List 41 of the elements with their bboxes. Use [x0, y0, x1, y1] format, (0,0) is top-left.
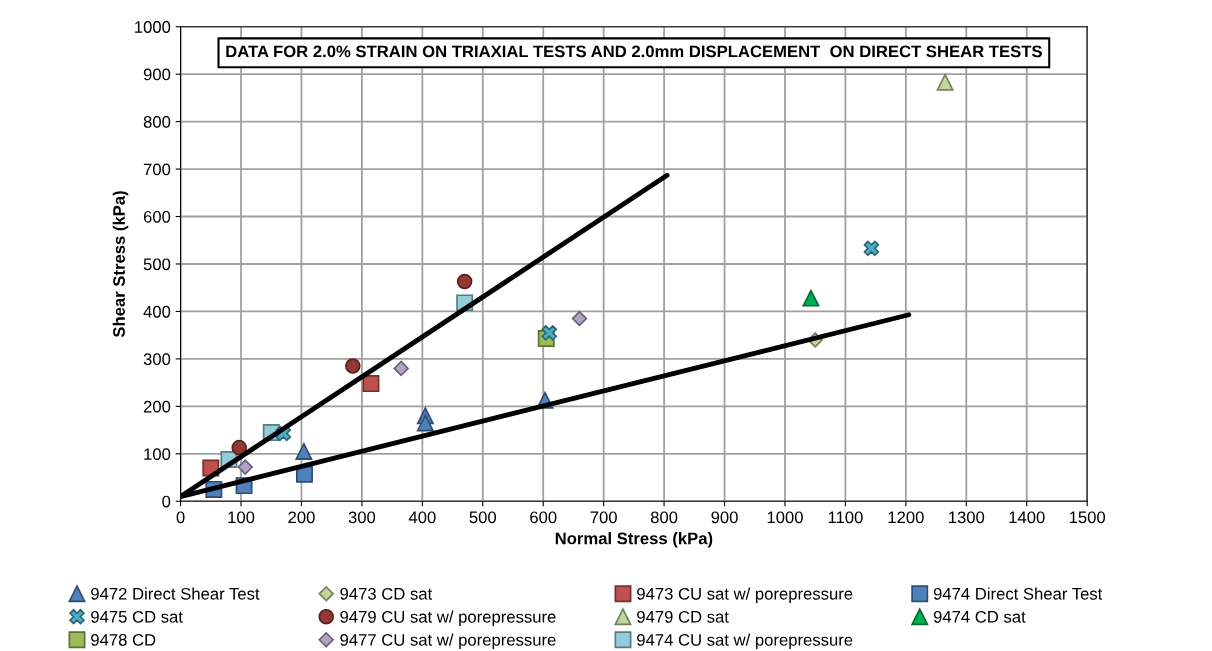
- y-tick-label: 200: [143, 400, 171, 413]
- x-tick-label: 1400: [1009, 511, 1045, 524]
- y-tick-label: 600: [143, 210, 171, 223]
- x-tick-label: 900: [711, 511, 738, 524]
- text: DATA FOR 2.0% STRAIN ON TRIAXIAL TESTS AND 2.0mm DISPLACEMENT ON DIRECT SHEAR TESTS: [226, 45, 1042, 58]
- x-tick-label: 0: [176, 511, 185, 524]
- legend-label: 9478 CD: [91, 633, 156, 646]
- x-axis-title: Normal Stress (kPa): [555, 532, 713, 548]
- legend-label: 9475 CD sat: [91, 610, 183, 623]
- legend-label: 9474 CD sat: [933, 610, 1026, 623]
- x-tick-label: 600: [530, 511, 557, 524]
- y-tick-label: 100: [144, 448, 171, 461]
- legend-label: 9479 CU sat w/ porepressure: [340, 610, 556, 627]
- y-tick-label: 800: [143, 116, 171, 128]
- x-tick-label: 800: [650, 511, 678, 524]
- legend-label: 9479 CD sat: [637, 610, 729, 623]
- y-tick-label: 300: [143, 353, 171, 366]
- y-tick-label: 900: [143, 68, 171, 81]
- x-tick-label: 500: [469, 511, 497, 524]
- x-tick-label: 1000: [767, 511, 803, 524]
- x-tick-label: 1200: [888, 511, 924, 524]
- x-tick-label: 200: [288, 511, 315, 524]
- legend-label: 9473 CU sat w/ porepressure: [637, 587, 853, 603]
- y-tick-label: 500: [143, 258, 171, 271]
- y-tick-label: 400: [143, 305, 171, 318]
- x-tick-label: 1300: [949, 511, 985, 524]
- x-tick-label: 700: [590, 511, 617, 524]
- y-tick-label: 1000: [135, 21, 171, 33]
- y-tick-label: 700: [143, 163, 171, 176]
- y-tick-label: 0: [162, 495, 171, 508]
- x-tick-label: 400: [408, 511, 436, 524]
- legend-label: 9472 Direct Shear Test: [91, 587, 260, 600]
- legend-label: 9474 Direct Shear Test: [933, 587, 1103, 600]
- legend-label: 9477 CU sat w/ porepressure: [340, 633, 556, 650]
- legend-label: 9474 CU sat w/ porepressure: [637, 633, 853, 650]
- y-axis-title: Shear Stress (kPa): [112, 191, 129, 338]
- x-tick-label: 1100: [828, 511, 863, 524]
- x-tick-label: 300: [348, 511, 376, 524]
- x-tick-label: 1500: [1069, 511, 1106, 524]
- x-tick-label: 100: [228, 511, 255, 524]
- legend-label: 9473 CD sat: [340, 587, 433, 600]
